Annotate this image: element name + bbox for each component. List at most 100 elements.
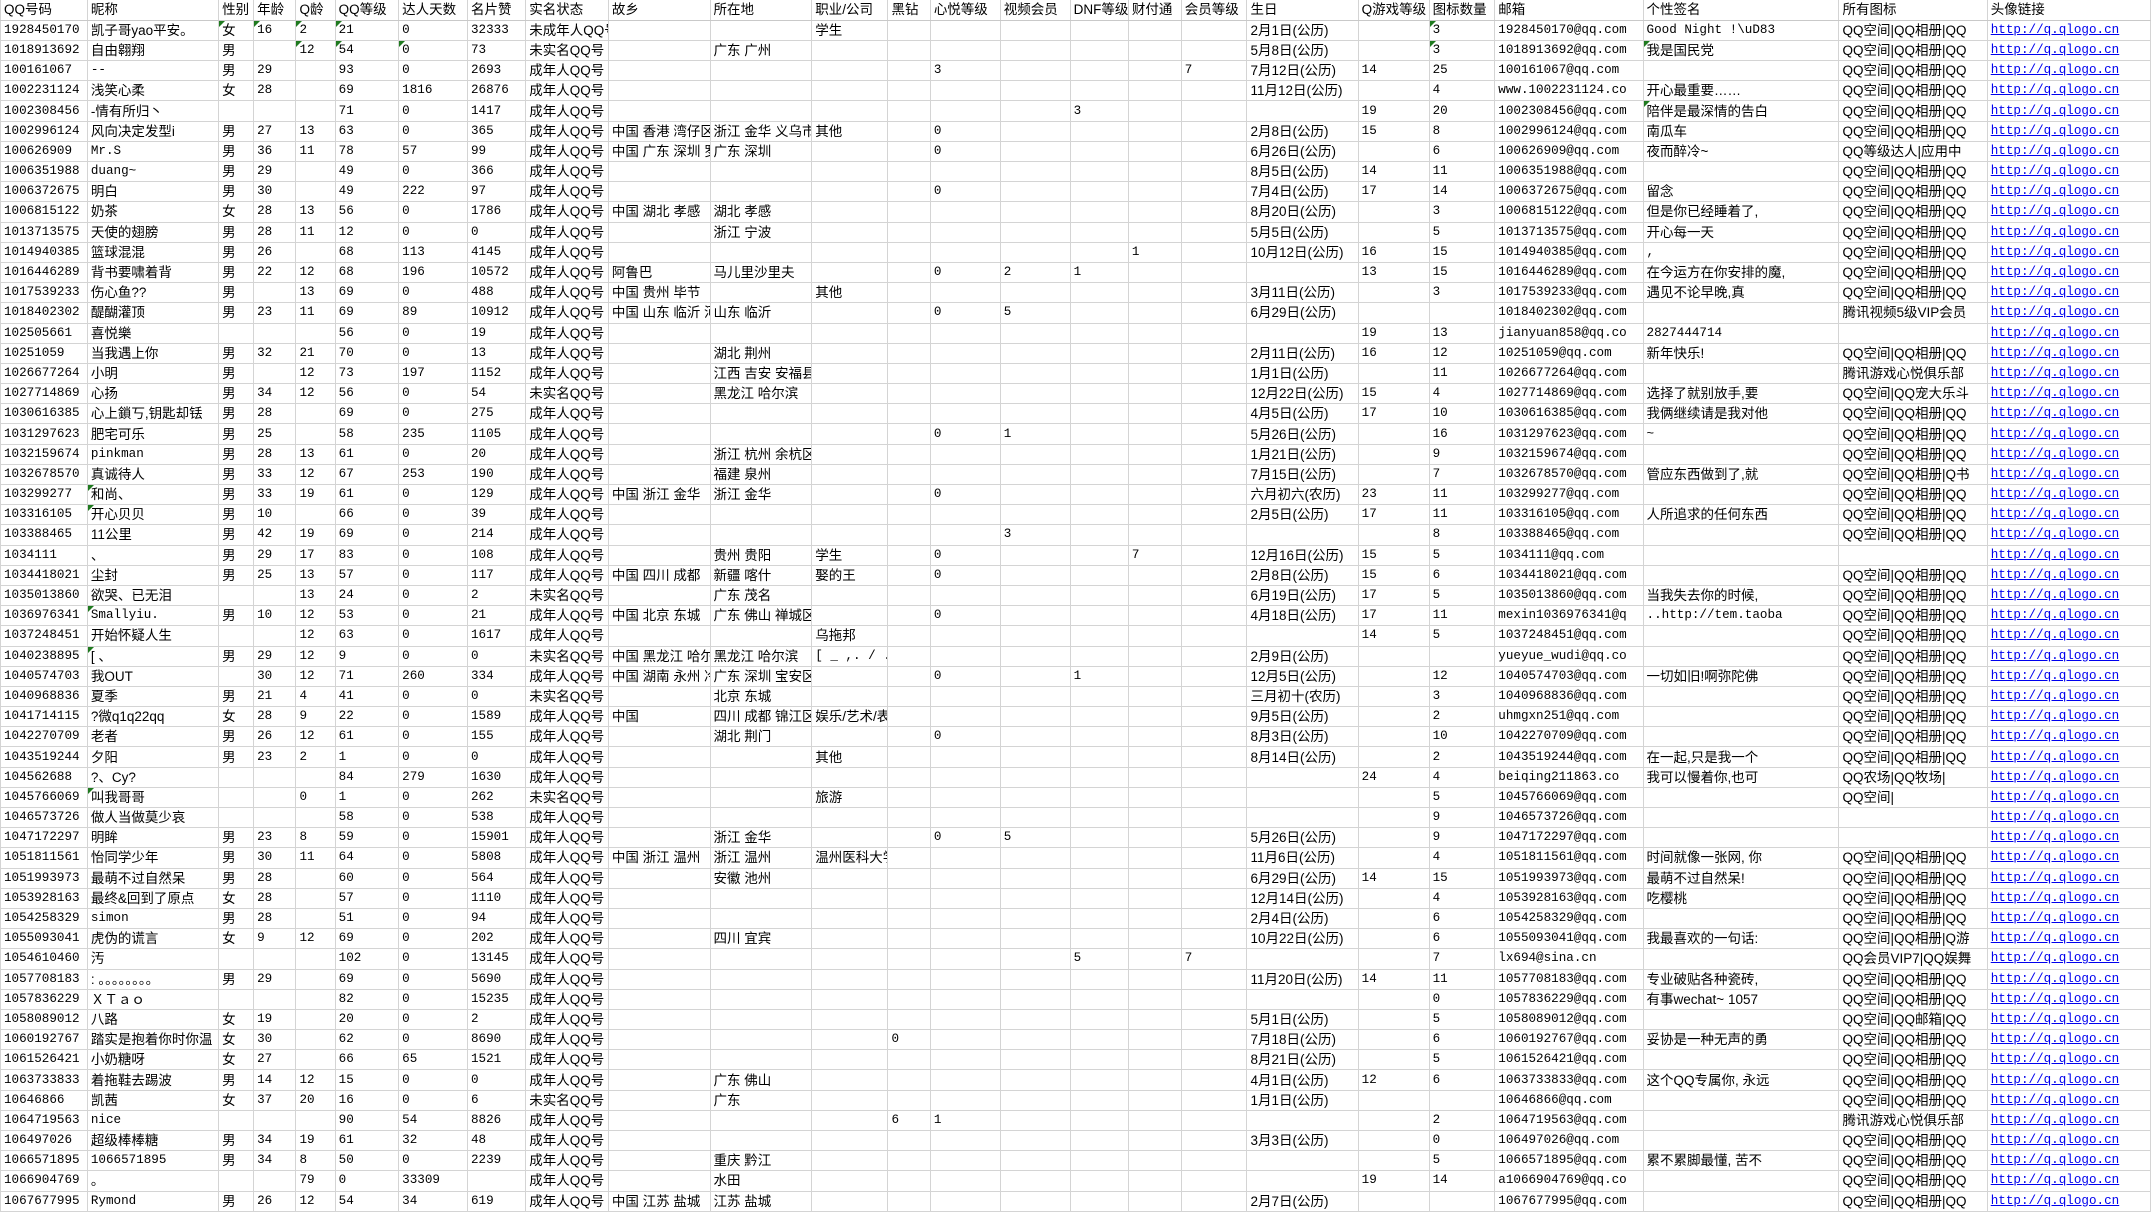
cell-r40-c13[interactable]: 0 bbox=[929, 827, 1001, 849]
cell-r49-c24[interactable]: http://q.qlogo.cn bbox=[1986, 1008, 2151, 1031]
cell-r39-c4[interactable] bbox=[295, 806, 336, 829]
cell-r23-c23[interactable]: QQ空间|QQ相册|QQ bbox=[1838, 483, 1988, 506]
cell-r34-c18[interactable]: 9月5日(公历) bbox=[1246, 706, 1359, 728]
cell-r38-c11[interactable]: 旅游 bbox=[811, 786, 889, 809]
cell-r17-c16[interactable] bbox=[1127, 362, 1182, 385]
cell-r39-c10[interactable] bbox=[709, 806, 813, 829]
avatar-link[interactable]: http://q.qlogo.cn bbox=[1990, 1032, 2120, 1047]
cell-r47-c13[interactable] bbox=[929, 968, 1001, 990]
column-header-7[interactable]: 名片赞 bbox=[466, 0, 527, 21]
cell-r18-c6[interactable]: 0 bbox=[398, 383, 468, 405]
cell-r15-c17[interactable] bbox=[1180, 322, 1248, 344]
cell-r46-c20[interactable]: 7 bbox=[1428, 948, 1496, 970]
cell-r50-c19[interactable] bbox=[1357, 1029, 1430, 1051]
cell-r37-c7[interactable]: 1630 bbox=[466, 766, 527, 788]
cell-r13-c22[interactable]: 遇见不论早晚,真 bbox=[1642, 282, 1840, 304]
cell-r26-c4[interactable]: 17 bbox=[295, 544, 336, 566]
cell-r52-c3[interactable]: 14 bbox=[253, 1069, 297, 1091]
cell-r34-c24[interactable]: http://q.qlogo.cn bbox=[1986, 706, 2151, 728]
avatar-link[interactable]: http://q.qlogo.cn bbox=[1990, 729, 2120, 744]
cell-r18-c24[interactable]: http://q.qlogo.cn bbox=[1986, 383, 2151, 405]
cell-r42-c17[interactable] bbox=[1180, 867, 1248, 889]
cell-r2-c13[interactable]: 3 bbox=[929, 60, 1001, 82]
cell-r54-c12[interactable]: 6 bbox=[887, 1109, 931, 1132]
avatar-link[interactable]: http://q.qlogo.cn bbox=[1990, 426, 2120, 441]
cell-r8-c20[interactable]: 14 bbox=[1428, 181, 1496, 203]
cell-r27-c23[interactable]: QQ空间|QQ相册|QQ bbox=[1838, 564, 1988, 586]
cell-r41-c5[interactable]: 64 bbox=[334, 847, 400, 869]
cell-r38-c22[interactable] bbox=[1642, 786, 1840, 809]
cell-r45-c4[interactable]: 12 bbox=[295, 928, 336, 950]
cell-r12-c4[interactable]: 12 bbox=[295, 261, 336, 284]
cell-r23-c20[interactable]: 11 bbox=[1428, 483, 1496, 506]
cell-r20-c4[interactable] bbox=[295, 423, 336, 445]
cell-r16-c15[interactable] bbox=[1069, 342, 1129, 364]
avatar-link[interactable]: http://q.qlogo.cn bbox=[1990, 789, 2120, 804]
cell-r56-c7[interactable]: 2239 bbox=[466, 1150, 527, 1172]
cell-r34-c6[interactable]: 0 bbox=[398, 706, 468, 728]
cell-r58-c9[interactable]: 中国 江苏 盐城 bbox=[607, 1190, 711, 1212]
cell-r9-c22[interactable]: 但是你已经睡着了, bbox=[1642, 201, 1840, 223]
cell-r11-c24[interactable]: http://q.qlogo.cn bbox=[1986, 241, 2151, 263]
cell-r54-c5[interactable]: 90 bbox=[334, 1109, 400, 1132]
cell-r16-c20[interactable]: 12 bbox=[1428, 342, 1496, 364]
cell-r23-c3[interactable]: 33 bbox=[253, 483, 297, 506]
cell-r6-c16[interactable] bbox=[1127, 140, 1182, 163]
cell-r15-c16[interactable] bbox=[1127, 322, 1182, 344]
table-row[interactable]: 1064719563 nice 90 54 8826 成年人QQ号 6 1 2 106471956… bbox=[0, 1109, 2151, 1132]
cell-r46-c24[interactable]: http://q.qlogo.cn bbox=[1986, 948, 2151, 970]
cell-r7-c18[interactable]: 8月5日(公历) bbox=[1246, 160, 1359, 183]
cell-r26-c18[interactable]: 12月16日(公历) bbox=[1246, 544, 1359, 566]
cell-r31-c7[interactable]: 0 bbox=[466, 645, 527, 667]
cell-r21-c23[interactable]: QQ空间|QQ相册|QQ bbox=[1838, 443, 1988, 465]
cell-r53-c24[interactable]: http://q.qlogo.cn bbox=[1986, 1089, 2151, 1111]
cell-r37-c14[interactable] bbox=[999, 766, 1071, 788]
table-row[interactable]: 102505661 喜悦樂 56 0 19 成年人QQ号 19 13 jianyuan858@q… bbox=[0, 322, 2151, 344]
cell-r29-c21[interactable]: mexin1036976341@q bbox=[1494, 605, 1644, 627]
cell-r34-c2[interactable]: 女 bbox=[218, 706, 255, 728]
cell-r10-c13[interactable] bbox=[929, 221, 1001, 243]
column-header-11[interactable]: 职业/公司 bbox=[811, 0, 889, 21]
cell-r8-c11[interactable] bbox=[811, 181, 889, 203]
cell-r48-c3[interactable] bbox=[253, 988, 297, 1010]
cell-r15-c10[interactable] bbox=[709, 322, 813, 344]
cell-r23-c9[interactable]: 中国 浙江 金华 bbox=[607, 483, 711, 506]
cell-r43-c20[interactable]: 4 bbox=[1428, 887, 1496, 909]
cell-r22-c15[interactable] bbox=[1069, 463, 1129, 486]
cell-r13-c10[interactable] bbox=[709, 282, 813, 304]
cell-r11-c6[interactable]: 113 bbox=[398, 241, 468, 263]
cell-r24-c1[interactable]: 开心贝贝 bbox=[86, 504, 220, 526]
cell-r4-c23[interactable]: QQ空间|QQ相册|QQ bbox=[1838, 100, 1988, 122]
cell-r48-c22[interactable]: 有事wechat~ 1057 bbox=[1642, 988, 1840, 1010]
cell-r43-c0[interactable]: 1053928163 bbox=[0, 887, 88, 909]
cell-r18-c11[interactable] bbox=[811, 383, 889, 405]
cell-r47-c14[interactable] bbox=[999, 968, 1071, 990]
cell-r23-c10[interactable]: 浙江 金华 bbox=[709, 483, 813, 506]
cell-r12-c2[interactable]: 男 bbox=[218, 261, 255, 284]
cell-r35-c23[interactable]: QQ空间|QQ相册|QQ bbox=[1838, 726, 1988, 748]
cell-r36-c15[interactable] bbox=[1069, 746, 1129, 768]
cell-r56-c13[interactable] bbox=[929, 1150, 1001, 1172]
cell-r34-c5[interactable]: 22 bbox=[334, 706, 400, 728]
cell-r40-c23[interactable] bbox=[1838, 827, 1988, 849]
avatar-link[interactable]: http://q.qlogo.cn bbox=[1990, 325, 2120, 340]
cell-r48-c8[interactable]: 成年人QQ号 bbox=[525, 988, 609, 1010]
cell-r30-c13[interactable] bbox=[929, 625, 1001, 647]
cell-r20-c6[interactable]: 235 bbox=[398, 423, 468, 445]
cell-r13-c11[interactable]: 其他 bbox=[811, 282, 889, 304]
cell-r54-c7[interactable]: 8826 bbox=[466, 1109, 527, 1132]
cell-r18-c22[interactable]: 选择了就别放手,要 bbox=[1642, 383, 1840, 405]
cell-r29-c14[interactable] bbox=[999, 605, 1071, 627]
cell-r31-c16[interactable] bbox=[1127, 645, 1182, 667]
cell-r20-c12[interactable] bbox=[887, 423, 931, 445]
cell-r50-c24[interactable]: http://q.qlogo.cn bbox=[1986, 1029, 2151, 1051]
cell-r21-c21[interactable]: 1032159674@qq.com bbox=[1494, 443, 1644, 465]
cell-r30-c24[interactable]: http://q.qlogo.cn bbox=[1986, 625, 2151, 647]
cell-r40-c0[interactable]: 1047172297 bbox=[0, 827, 88, 849]
cell-r6-c1[interactable]: Mr.S bbox=[86, 140, 220, 163]
cell-r41-c8[interactable]: 成年人QQ号 bbox=[525, 847, 609, 869]
cell-r53-c6[interactable]: 0 bbox=[398, 1089, 468, 1111]
cell-r16-c21[interactable]: 10251059@qq.com bbox=[1494, 342, 1644, 364]
cell-r34-c1[interactable]: ?微q1q22qq bbox=[86, 706, 220, 728]
cell-r48-c14[interactable] bbox=[999, 988, 1071, 1010]
